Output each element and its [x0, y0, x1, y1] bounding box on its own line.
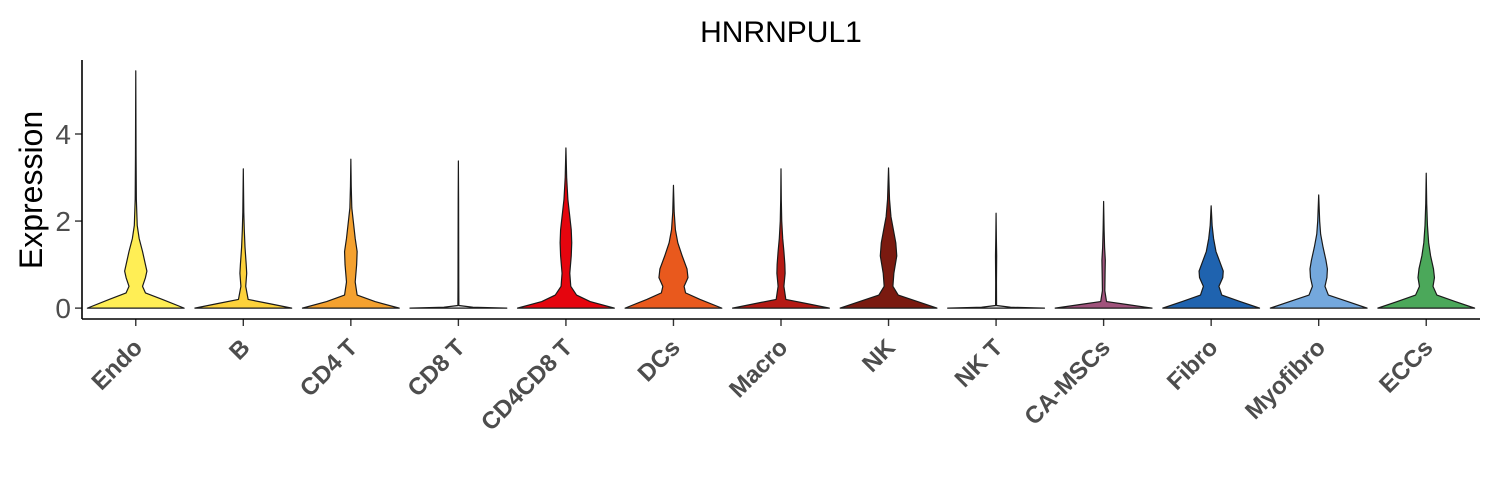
y-tick-label: 4 [55, 119, 71, 150]
x-tick-label: CA-MSCs [1019, 334, 1115, 430]
violin-group [86, 70, 1476, 309]
y-axis-label: Expression [13, 111, 49, 269]
y-tick-label: 2 [55, 206, 71, 237]
violin-b [194, 168, 293, 309]
violin-cd4-t [301, 158, 400, 309]
x-tick-label: CD4CD8 T [476, 334, 578, 436]
chart-title: HNRNPUL1 [700, 16, 862, 49]
x-tick-label: B [224, 334, 255, 365]
violin-cd4cd8-t [516, 147, 615, 309]
violin-dcs [624, 184, 723, 309]
violin-ca-mscs [1054, 200, 1153, 309]
x-tick-label: ECCs [1374, 334, 1438, 398]
x-tick-label: DCs [633, 334, 686, 387]
x-tick-label: NK T [950, 334, 1009, 393]
x-tick-label: CD4 T [295, 334, 363, 402]
y-axis-ticks: 0 2 4 [55, 119, 82, 324]
x-tick-label: CD8 T [403, 334, 471, 402]
y-tick-label: 0 [55, 293, 71, 324]
violin-fibro [1162, 205, 1261, 309]
violin-macro [732, 168, 830, 309]
x-tick-label: Endo [86, 334, 148, 396]
violin-nk [839, 167, 938, 309]
violin-eccs [1377, 172, 1476, 309]
violin-myofibro [1269, 194, 1368, 309]
x-axis-ticks: Endo B CD4 T CD8 T CD4CD8 T DCs Macro NK NK T CA-… [86, 319, 1438, 436]
x-tick-label: Myofibro [1240, 334, 1331, 425]
x-tick-label: NK [857, 334, 901, 378]
violin-cd8-t [409, 160, 508, 309]
x-tick-label: Fibro [1162, 334, 1224, 396]
x-tick-label: Macro [724, 334, 793, 403]
violin-endo [86, 70, 185, 309]
violin-nk-t [947, 212, 1046, 309]
